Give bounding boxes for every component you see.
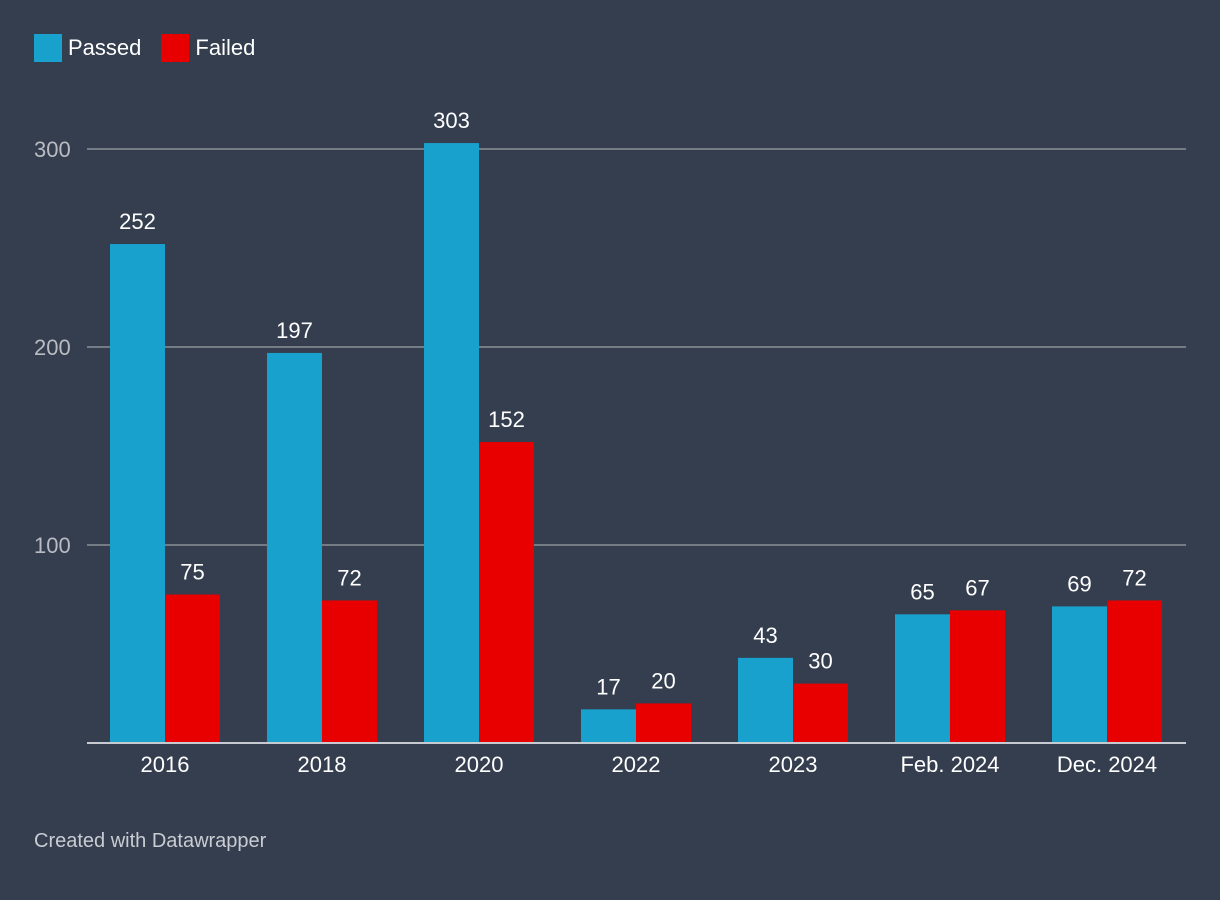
- bar-failed-2: [479, 442, 534, 743]
- value-label-passed-1: 197: [276, 318, 313, 343]
- x-tick-label-2: 2020: [455, 752, 504, 777]
- value-label-failed-4: 30: [808, 649, 832, 674]
- bar-passed-4: [738, 657, 793, 743]
- bar-failed-4: [793, 683, 848, 743]
- value-label-failed-0: 75: [180, 560, 204, 585]
- bar-passed-3: [581, 709, 636, 743]
- value-label-passed-0: 252: [119, 209, 156, 234]
- legend-item-passed: Passed: [34, 34, 141, 62]
- bar-passed-5: [895, 614, 950, 743]
- value-label-failed-2: 152: [488, 407, 525, 432]
- bar-failed-5: [950, 610, 1005, 743]
- legend-label-failed: Failed: [195, 35, 256, 60]
- value-label-failed-5: 67: [965, 575, 989, 600]
- bar-failed-3: [636, 703, 691, 743]
- value-label-passed-2: 303: [433, 108, 470, 133]
- value-label-passed-5: 65: [910, 579, 934, 604]
- y-tick-label-100: 100: [34, 533, 71, 558]
- y-tick-label-200: 200: [34, 335, 71, 360]
- bar-passed-1: [267, 352, 322, 743]
- x-tick-label-5: Feb. 2024: [900, 752, 999, 777]
- bar-failed-0: [165, 594, 220, 743]
- legend-swatch-passed: [34, 34, 62, 62]
- bar-passed-6: [1052, 606, 1107, 743]
- value-label-passed-4: 43: [753, 623, 777, 648]
- bar-passed-0: [110, 244, 165, 744]
- bar-failed-6: [1107, 600, 1162, 743]
- value-label-failed-1: 72: [337, 565, 361, 590]
- bar-passed-2: [424, 143, 479, 743]
- x-tick-label-1: 2018: [298, 752, 347, 777]
- value-label-failed-6: 72: [1122, 565, 1146, 590]
- legend-item-failed: Failed: [161, 34, 255, 62]
- x-tick-label-0: 2016: [141, 752, 190, 777]
- value-label-passed-3: 17: [596, 674, 620, 699]
- footer-credit: Created with Datawrapper: [34, 830, 267, 852]
- legend-label-passed: Passed: [68, 35, 142, 60]
- value-label-passed-6: 69: [1067, 571, 1091, 596]
- x-tick-label-6: Dec. 2024: [1057, 752, 1157, 777]
- legend: Passed Failed: [34, 34, 275, 62]
- value-label-failed-3: 20: [651, 668, 675, 693]
- x-tick-label-3: 2022: [612, 752, 661, 777]
- legend-swatch-failed: [161, 34, 190, 62]
- bar-failed-1: [322, 600, 377, 743]
- x-tick-label-4: 2023: [769, 752, 818, 777]
- y-tick-label-300: 300: [34, 137, 71, 162]
